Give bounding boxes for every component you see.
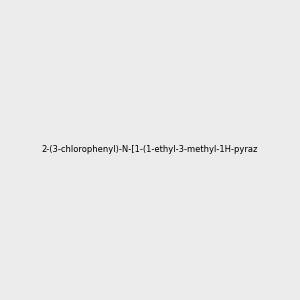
Text: 2-(3-chlorophenyl)-N-[1-(1-ethyl-3-methyl-1H-pyraz: 2-(3-chlorophenyl)-N-[1-(1-ethyl-3-methy… [42, 146, 258, 154]
